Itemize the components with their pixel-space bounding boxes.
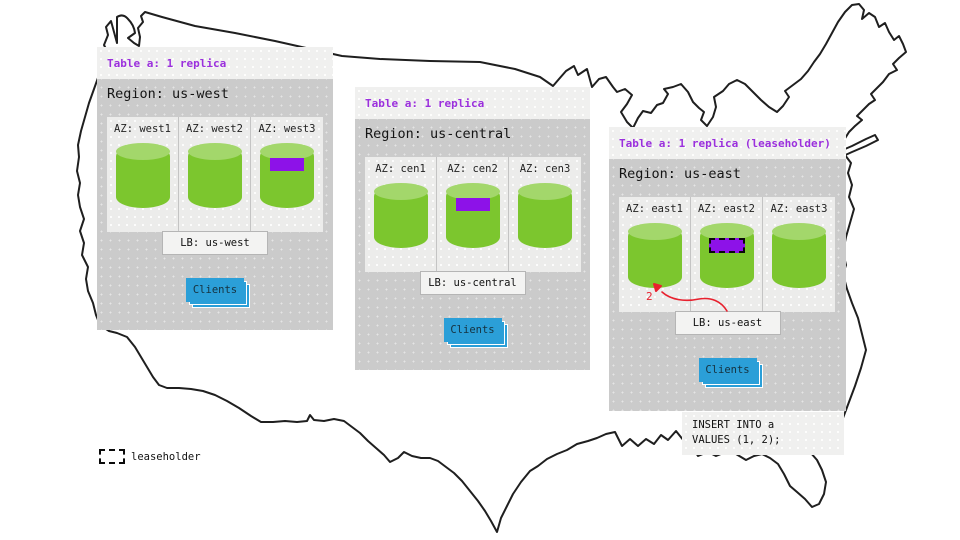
insert-statement-note: INSERT INTO a VALUES (1, 2);: [682, 412, 844, 455]
az-label: AZ: cen3: [519, 163, 571, 175]
az-container: AZ: cen1 AZ: cen2 AZ: cen3: [365, 157, 581, 272]
table-replica-label: Table a: 1 replica: [107, 56, 227, 70]
database-cylinder-icon: [518, 183, 572, 248]
table-replica-label: Table a: 1 replica: [365, 96, 485, 110]
az-container: AZ: west1 AZ: west2 AZ: west3: [107, 117, 323, 232]
write-step-annotation: 2: [646, 290, 653, 303]
database-cylinder-icon: [772, 223, 826, 288]
panel-us-east: Table a: 1 replica (leaseholder) Region:…: [609, 127, 846, 411]
clients-stack: Clients: [698, 358, 763, 388]
az-label: AZ: west2: [186, 123, 243, 135]
clients-button: Clients: [698, 358, 757, 382]
leaseholder-range-marker: [708, 238, 745, 253]
table-replica-header: Table a: 1 replica: [355, 87, 590, 119]
az-cell-west3: AZ: west3: [251, 117, 323, 232]
load-balancer-box: LB: us-west: [162, 231, 268, 255]
az-cell-cen3: AZ: cen3: [509, 157, 581, 272]
az-label: AZ: cen2: [447, 163, 498, 175]
az-cell-west1: AZ: west1: [107, 117, 179, 232]
panel-us-west: Table a: 1 replica Region: us-west AZ: w…: [97, 47, 333, 330]
region-title: Region: us-central: [365, 126, 512, 142]
az-label: AZ: west3: [258, 123, 316, 135]
az-cell-east1: AZ: east1: [619, 197, 691, 312]
panel-us-central: Table a: 1 replica Region: us-central AZ…: [355, 87, 590, 370]
database-cylinder-icon: [699, 223, 754, 288]
clients-button: Clients: [186, 278, 244, 302]
leaseholder-swatch-icon: [99, 449, 125, 464]
az-cell-west2: AZ: west2: [179, 117, 251, 232]
clients-stack: Clients: [443, 318, 508, 348]
az-cell-cen1: AZ: cen1: [365, 157, 437, 272]
region-title: Region: us-east: [619, 166, 741, 182]
leaseholder-legend-label: leaseholder: [131, 450, 201, 463]
database-cylinder-icon: [187, 143, 242, 208]
insert-statement-line: INSERT INTO a: [692, 419, 775, 431]
az-cell-east3: AZ: east3: [763, 197, 835, 312]
az-label: AZ: east2: [698, 203, 755, 215]
az-label: AZ: east3: [770, 203, 828, 215]
region-title: Region: us-west: [107, 86, 229, 102]
az-container: AZ: east1 AZ: east2 AZ: east3: [619, 197, 835, 312]
load-balancer-box: LB: us-east: [674, 311, 781, 335]
clients-button: Clients: [443, 318, 502, 342]
az-cell-east2: AZ: east2: [691, 197, 763, 312]
database-cylinder-icon: [445, 183, 500, 248]
clients-stack: Clients: [186, 278, 250, 308]
az-label: AZ: west1: [114, 123, 171, 135]
az-label: AZ: east1: [626, 203, 683, 215]
leaseholder-legend: leaseholder: [99, 449, 201, 464]
az-label: AZ: cen1: [375, 163, 426, 175]
table-replica-label: Table a: 1 replica (leaseholder): [619, 136, 831, 150]
table-replica-header: Table a: 1 replica: [97, 47, 333, 79]
replica-range-marker: [455, 198, 490, 211]
database-cylinder-icon: [260, 143, 314, 208]
replica-range-marker: [270, 158, 304, 171]
database-cylinder-icon: [627, 223, 682, 288]
load-balancer-box: LB: us-central: [419, 271, 526, 295]
table-replica-header: Table a: 1 replica (leaseholder): [609, 127, 846, 159]
insert-statement-line: VALUES (1, 2);: [692, 434, 781, 446]
database-cylinder-icon: [115, 143, 170, 208]
database-cylinder-icon: [373, 183, 428, 248]
az-cell-cen2: AZ: cen2: [437, 157, 509, 272]
